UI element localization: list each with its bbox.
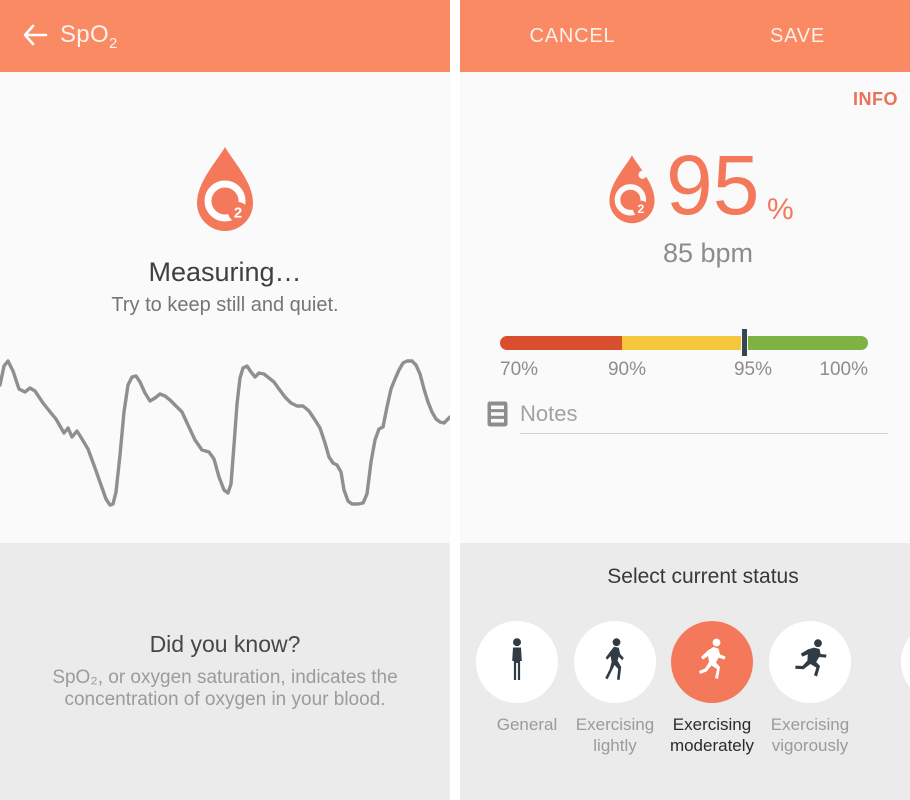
page-title: SpO2: [60, 21, 118, 52]
spo2-result-droplet-icon: 2: [606, 153, 658, 229]
spo2-value: 95: [666, 138, 760, 232]
measuring-hint-text: Try to keep still and quiet.: [111, 294, 339, 316]
range-low-segment: [500, 336, 622, 350]
range-high-segment: [745, 336, 868, 350]
info-link[interactable]: INFO: [853, 89, 898, 109]
tick-95: 95%: [733, 359, 773, 380]
standing-person-icon: [507, 637, 527, 687]
status-label-general: General: [496, 715, 558, 734]
right-appbar: CANCEL SAVE: [460, 0, 910, 72]
status-label-exercising-moderately: Exercising moderately: [669, 715, 755, 755]
didyouknow-section: [0, 543, 450, 800]
heart-rate-value: 85 bpm: [662, 238, 754, 268]
status-option-exercising-lightly[interactable]: [574, 621, 656, 703]
running-person-icon: [696, 638, 728, 687]
cancel-button[interactable]: CANCEL: [529, 24, 616, 47]
svg-text:2: 2: [638, 202, 645, 216]
pulse-waveform: [0, 359, 450, 507]
sprinting-person-icon: [793, 638, 827, 686]
status-option-general[interactable]: [476, 621, 558, 703]
back-arrow-icon: [22, 24, 48, 51]
range-mid-segment: [622, 336, 745, 350]
notes-placeholder: Notes: [520, 401, 578, 426]
measuring-status-text: Measuring…: [148, 257, 302, 287]
spo2-unit: %: [767, 193, 794, 226]
notes-underline: [520, 433, 888, 434]
tick-70: 70%: [500, 359, 539, 380]
save-button[interactable]: SAVE: [769, 24, 826, 47]
status-option-partial[interactable]: [901, 621, 910, 703]
notes-icon: [487, 401, 508, 432]
status-label-exercising-vigorously: Exercising vigorously: [770, 715, 850, 755]
didyouknow-text: SpO₂, or oxygen saturation, indicates th…: [52, 667, 398, 710]
result-body: [460, 72, 910, 543]
tick-90: 90%: [607, 359, 647, 380]
tick-100: 100%: [819, 359, 868, 380]
status-label-exercising-lightly: Exercising lightly: [575, 715, 655, 755]
result-panel: CANCEL SAVE INFO 2 95 % 85 bpm 70% 90% 9…: [460, 0, 910, 800]
svg-text:2: 2: [234, 205, 242, 222]
spo2-droplet-icon: 2: [193, 144, 257, 237]
status-option-exercising-moderately[interactable]: [671, 621, 753, 703]
didyouknow-title: Did you know?: [149, 631, 301, 657]
status-option-exercising-vigorously[interactable]: [769, 621, 851, 703]
back-button[interactable]: [18, 20, 52, 54]
walking-person-icon: [602, 637, 628, 687]
measuring-panel: SpO2 2 Measuring… Try to keep still and …: [0, 0, 450, 800]
range-marker: [741, 329, 748, 356]
left-appbar: SpO2: [0, 0, 450, 72]
spo2-range-bar: [500, 336, 868, 350]
status-title: Select current status: [607, 565, 799, 588]
